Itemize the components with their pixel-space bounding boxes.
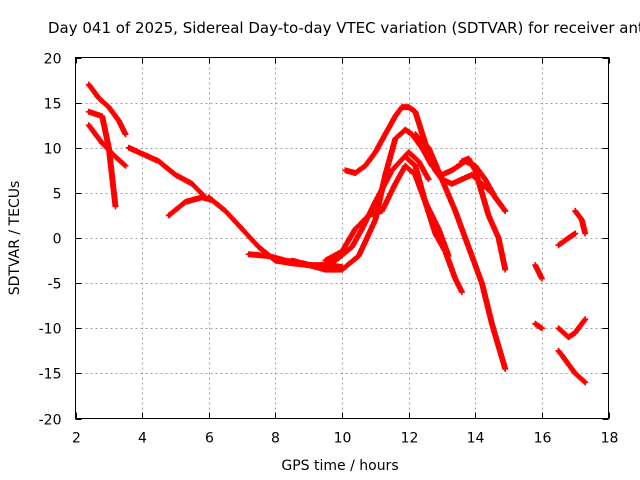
series-track-n <box>532 262 545 282</box>
series-track-m <box>458 155 509 273</box>
tick-layer: 2 4 6 8 10 12 14 16 18 -20 -15 -10 -5 0 5 10 15 20 <box>39 52 619 447</box>
x-axis-label: GPS time / hours <box>281 458 398 474</box>
x-tick-label: 2 <box>72 431 81 447</box>
y-tick-label: 5 <box>53 187 62 203</box>
series-track-q <box>572 207 589 237</box>
x-tick-label: 12 <box>401 431 419 447</box>
y-tick-label: -20 <box>39 413 62 429</box>
y-tick-label: 15 <box>44 97 62 113</box>
y-tick-label: 10 <box>44 142 62 158</box>
data-markers-track-d <box>125 144 209 201</box>
chart-title: Day 041 of 2025, Sidereal Day-to-day VTE… <box>48 19 640 37</box>
series-track-a <box>85 81 129 138</box>
data-markers-track-o <box>532 320 545 332</box>
series-track-b <box>85 108 119 210</box>
data-markers-track-b <box>85 108 119 210</box>
y-tick-label: -5 <box>48 277 62 293</box>
series-track-p <box>555 230 579 249</box>
data-markers-track-n <box>532 262 545 282</box>
y-tick-label: -15 <box>39 367 62 383</box>
data-markers-track-s <box>555 347 589 386</box>
x-tick-label: 10 <box>334 431 352 447</box>
x-tick-label: 8 <box>271 431 280 447</box>
series-track-r <box>555 316 589 341</box>
data-markers-track-m <box>458 155 509 273</box>
series-track-o <box>532 320 545 332</box>
series-track-d <box>125 144 209 201</box>
x-tick-label: 6 <box>205 431 214 447</box>
data-markers-track-a <box>85 81 129 138</box>
data-markers-track-q <box>572 207 589 237</box>
series-track-s <box>555 347 589 386</box>
x-tick-label: 18 <box>601 431 619 447</box>
series-track-k <box>402 153 465 296</box>
x-tick-label: 4 <box>138 431 147 447</box>
data-markers-track-k <box>402 153 465 296</box>
series-track-c <box>85 122 129 169</box>
data-layer <box>85 81 589 386</box>
series-track-l <box>412 131 509 372</box>
y-tick-label: -10 <box>39 322 62 338</box>
x-tick-label: 14 <box>467 431 485 447</box>
data-markers-track-p <box>555 230 579 249</box>
y-tick-label: 0 <box>53 232 62 248</box>
y-axis-label: SDTVAR / TECUs <box>7 181 23 296</box>
grid-layer <box>75 57 609 419</box>
y-tick-label: 20 <box>44 52 62 68</box>
x-tick-label: 16 <box>534 431 552 447</box>
data-markers-track-l <box>412 131 509 372</box>
data-markers-track-r <box>555 316 589 341</box>
data-markers-track-c <box>85 122 129 169</box>
